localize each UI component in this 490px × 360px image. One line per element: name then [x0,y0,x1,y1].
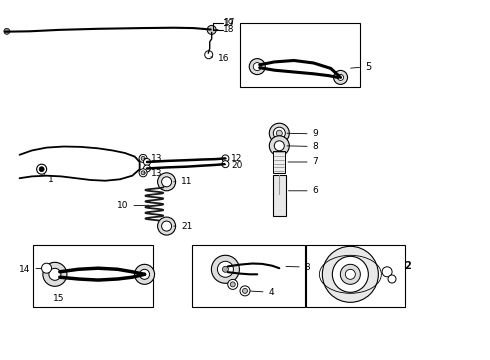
Text: 9: 9 [287,129,318,138]
Circle shape [249,59,265,75]
Text: 8: 8 [287,142,318,151]
Circle shape [158,217,175,235]
Circle shape [270,136,289,156]
Circle shape [139,154,147,162]
Circle shape [334,71,347,84]
Circle shape [341,264,360,284]
Text: 10: 10 [117,201,149,210]
Text: 20: 20 [224,161,243,170]
Circle shape [274,141,284,151]
Text: 11: 11 [174,177,193,186]
Circle shape [222,155,229,162]
Text: 5: 5 [351,62,371,72]
Circle shape [388,275,396,283]
Circle shape [276,130,282,136]
Text: 13: 13 [144,169,162,178]
Text: 1: 1 [44,175,54,184]
Circle shape [207,25,216,34]
Circle shape [322,246,378,302]
Circle shape [37,164,47,174]
Text: 4: 4 [250,288,274,297]
Bar [192,245,305,307]
Circle shape [141,156,145,161]
Circle shape [140,269,149,279]
Circle shape [144,165,150,172]
Bar [273,175,286,216]
Circle shape [222,266,228,272]
Text: 19: 19 [223,19,234,28]
Text: 2: 2 [404,261,411,271]
Circle shape [332,256,368,292]
Circle shape [205,51,213,59]
Circle shape [240,286,250,296]
Circle shape [162,177,172,187]
Circle shape [49,268,61,280]
Bar [273,151,285,173]
Circle shape [4,28,10,34]
Circle shape [218,261,233,277]
Text: 16: 16 [211,54,229,63]
Circle shape [222,161,229,168]
Circle shape [135,264,154,284]
Circle shape [162,221,172,231]
Text: 17: 17 [224,18,235,27]
Text: 3: 3 [286,263,311,271]
Circle shape [39,167,44,172]
Circle shape [253,63,261,71]
Text: 18: 18 [223,25,234,34]
Circle shape [345,269,355,279]
Circle shape [43,262,67,286]
Circle shape [42,263,51,273]
Text: 13: 13 [144,154,162,163]
Bar [33,245,153,307]
Text: 7: 7 [288,158,319,166]
Circle shape [273,127,285,139]
Circle shape [141,171,145,175]
Circle shape [243,288,247,293]
Bar [306,245,405,307]
Text: 12: 12 [224,154,243,163]
Bar [240,23,360,87]
Text: 15: 15 [53,294,65,303]
Circle shape [139,169,147,177]
Circle shape [228,279,238,289]
Circle shape [230,282,235,287]
Circle shape [144,158,150,166]
Text: 14: 14 [19,265,41,274]
Circle shape [270,123,289,143]
Text: 21: 21 [174,222,193,231]
Text: 6: 6 [289,186,318,195]
Circle shape [211,255,240,283]
Circle shape [338,75,343,80]
Circle shape [158,173,175,191]
Circle shape [382,267,392,277]
